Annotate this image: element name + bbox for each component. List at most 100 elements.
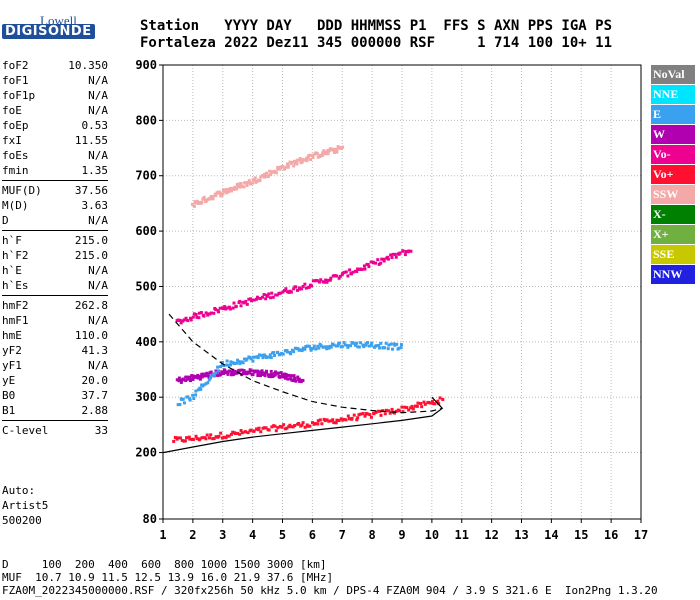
echo-point-vo [276,426,280,430]
y-tick-label: 80 [143,512,157,526]
x-tick-label: 16 [604,528,618,542]
param-row: C-level 33 [2,423,108,438]
echo-point-vo [172,439,176,443]
echo-point-vo [219,431,223,435]
echo-point-vo [278,424,282,428]
echo-point-w [269,369,273,373]
echo-point-e [214,371,218,375]
echo-point-vo [350,416,354,420]
y-tick-label: 400 [135,335,157,349]
param-value: 215.0 [74,249,108,262]
echo-point-w [245,371,249,375]
echo-point-vo [252,298,256,302]
echo-point-vo [282,289,286,293]
echo-point-vo [334,421,338,425]
echo-point-e [367,344,371,348]
echo-point-vo [346,274,350,278]
echo-point-w [200,372,204,376]
param-name: foF1p [2,89,36,102]
echo-point-w [297,377,301,381]
echo-point-vo [297,421,301,425]
echo-point-vo [249,428,253,432]
echo-point-w [240,368,244,372]
echo-point-vo [407,249,411,253]
echo-point-vo [257,426,261,430]
echo-point-e [181,397,185,401]
echo-point-vo [386,255,390,259]
echo-point-vo [376,258,380,262]
echo-point-vo [239,429,243,433]
echo-point-w [286,377,290,381]
echo-point-vo [341,271,345,275]
echo-point-e [259,353,263,357]
echo-point-e [377,343,381,347]
echo-point-ssw [258,178,262,182]
x-tick-label: 1 [159,528,166,542]
dashed-trace-curve [168,313,443,414]
echo-point-vo [301,284,305,288]
echo-point-ssw [200,200,204,204]
echo-point-e [257,353,261,357]
echo-point-ssw [265,171,269,175]
echo-point-vo [246,431,250,435]
echo-point-vo [191,437,195,441]
param-name: h`F [2,234,22,247]
param-value: 10.350 [68,59,108,72]
echo-point-e [207,378,211,382]
echo-point-vo [367,265,371,269]
echo-point-vo [188,437,192,441]
x-tick-label: 4 [249,528,256,542]
echo-point-w [214,369,218,373]
echo-point-vo [209,433,213,437]
echo-point-vo [283,427,287,431]
param-value: 215.0 [74,234,108,247]
echo-point-vo [323,419,327,423]
param-row: foEs N/A [2,148,108,163]
echo-point-ssw [335,150,339,154]
echo-point-vo [289,290,293,294]
echo-point-ssw [218,191,222,195]
echo-point-vo [222,435,226,439]
echo-point-e [209,374,213,378]
echo-point-w [259,374,263,378]
echo-point-vo [197,311,201,315]
param-row: foEp 0.53 [2,118,108,133]
echo-point-vo [291,425,295,429]
echo-point-ssw [326,152,330,156]
echo-point-vo [269,296,273,300]
echo-point-vo [363,267,367,271]
echo-point-e [206,381,210,385]
param-name: yF2 [2,344,22,357]
echo-point-e [321,345,325,349]
x-tick-label: 11 [455,528,469,542]
echo-point-vo [255,427,259,431]
echo-point-vo [403,253,407,257]
echo-point-vo [182,318,186,322]
echo-point-w [220,370,224,374]
echo-point-vo [316,422,320,426]
echo-point-vo [389,253,393,257]
echo-point-ssw [311,156,315,160]
echo-point-vo [223,305,227,309]
echo-point-w [184,375,188,379]
echo-point-e [304,345,308,349]
param-row: M(D) 3.63 [2,198,108,213]
echo-point-vo [369,415,373,419]
echo-point-e [312,344,316,348]
echo-point-ssw [243,181,247,185]
echo-point-w [281,375,285,379]
echo-point-w [177,376,181,380]
echo-point-vo [362,264,366,268]
echo-point-ssw [255,179,259,183]
echo-point-vo [391,252,395,256]
param-row: fxI 11.55 [2,133,108,148]
param-row: hmF1 N/A [2,313,108,328]
echo-point-ssw [335,148,339,152]
echo-point-w [242,372,246,376]
echo-point-vo [401,249,405,253]
param-value: 11.55 [74,134,108,147]
logo-digisonde-text: DIGISONDE [2,24,95,39]
echo-point-ssw [284,165,288,169]
legend-item-x: X+ [651,225,695,244]
echo-point-vo [429,401,433,405]
